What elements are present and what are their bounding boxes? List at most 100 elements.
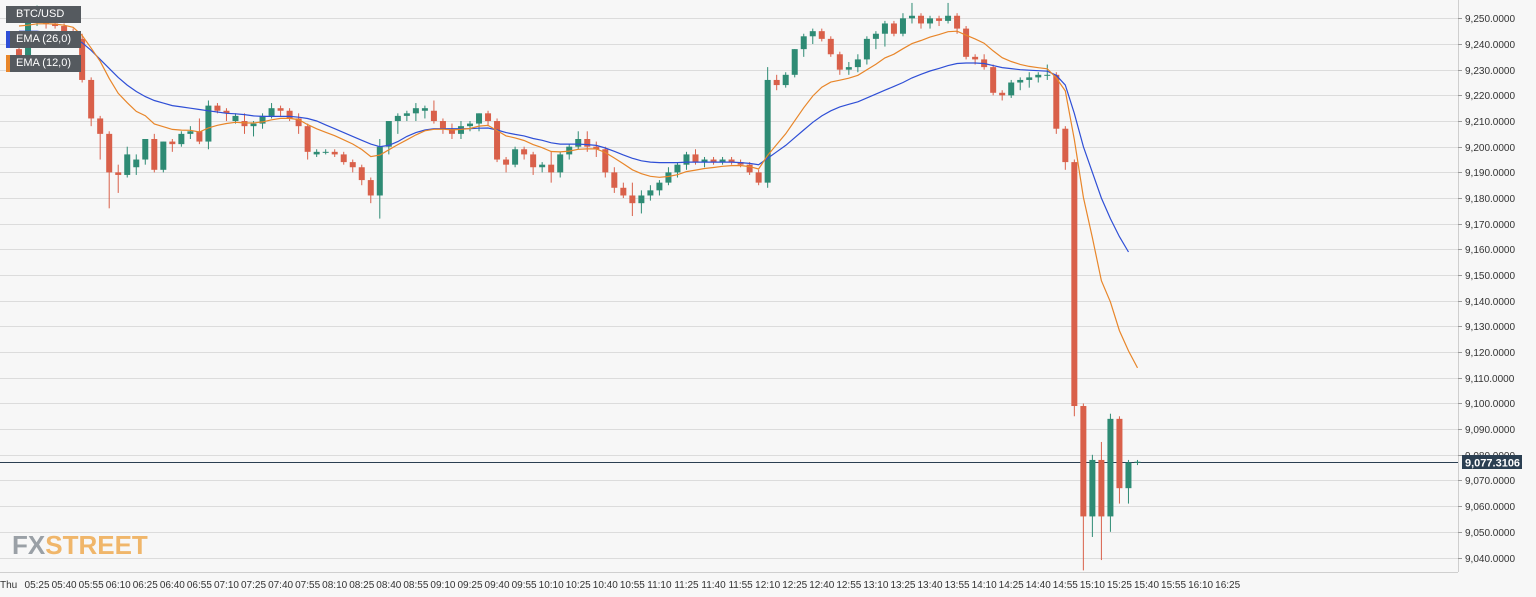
candle-body	[899, 18, 906, 34]
y-tick-label: 9,120.0000	[1465, 348, 1515, 359]
candle-body	[304, 126, 311, 152]
candle-body	[674, 164, 681, 173]
y-tick-label: 9,130.0000	[1465, 322, 1515, 333]
candle-body	[1134, 461, 1141, 463]
candle	[836, 51, 843, 75]
legend-symbol[interactable]: BTC/USD	[6, 6, 81, 23]
candle	[899, 13, 906, 37]
x-tick-label: 08:25	[349, 580, 374, 591]
candle	[629, 182, 636, 217]
candle	[710, 156, 717, 165]
candle	[241, 113, 248, 134]
candle-body	[954, 15, 961, 29]
candle-body	[611, 172, 618, 188]
candle-body	[313, 151, 320, 155]
x-tick-label: 09:55	[512, 580, 537, 591]
candle-body	[385, 121, 392, 147]
legend-ema-slow-label: EMA (26,0)	[16, 33, 72, 45]
candle-body	[503, 159, 510, 165]
candle-body	[88, 79, 95, 119]
candle	[385, 121, 392, 155]
candle	[178, 131, 185, 147]
candle-body	[936, 18, 943, 21]
x-tick-label: 12:25	[782, 580, 807, 591]
candle	[1125, 459, 1132, 504]
candle-body	[1125, 462, 1132, 489]
candle	[945, 2, 952, 24]
price-tag-text: 9,077.3106	[1465, 458, 1520, 470]
candle	[340, 151, 347, 165]
candle	[1062, 126, 1069, 170]
candle	[1044, 64, 1051, 80]
x-tick-label: 10:25	[566, 580, 591, 591]
ema-lines	[18, 23, 1139, 369]
candle-body	[791, 49, 798, 75]
candle	[1008, 79, 1015, 98]
legend-ema-slow[interactable]: EMA (26,0)	[6, 31, 81, 48]
candle	[936, 15, 943, 27]
candle	[999, 90, 1006, 101]
candle	[223, 108, 230, 122]
candle-body	[349, 162, 356, 168]
x-tick-label: 06:55	[187, 580, 212, 591]
candle	[854, 54, 861, 73]
watermark-fx: FX	[12, 530, 46, 560]
x-tick-label: 14:55	[1053, 580, 1078, 591]
candle	[683, 151, 690, 170]
candle-body	[755, 172, 762, 183]
candle	[467, 121, 473, 132]
x-tick-label: 13:25	[890, 580, 915, 591]
x-tick-label: 11:10	[647, 580, 672, 591]
x-tick-label: 16:10	[1188, 580, 1213, 591]
legend-ema-fast[interactable]: EMA (12,0)	[6, 55, 81, 72]
candle	[124, 146, 131, 178]
candle	[322, 149, 329, 155]
grid-lines	[0, 18, 1458, 559]
candle-body	[629, 195, 636, 204]
candle	[376, 138, 383, 219]
x-tick-label: 10:10	[539, 580, 564, 591]
candle-body	[124, 154, 131, 175]
candle	[503, 156, 510, 173]
x-tick-label: 14:40	[1026, 580, 1051, 591]
candle-body	[945, 15, 952, 21]
candle	[421, 105, 428, 119]
candle	[647, 185, 654, 201]
candle-body	[773, 79, 780, 86]
x-tick-label: 05:25	[25, 580, 50, 591]
watermark-street: STREET	[45, 530, 148, 560]
candle-body	[1026, 77, 1033, 80]
candle	[485, 110, 492, 127]
plot-background	[0, 0, 1458, 572]
candle	[963, 26, 970, 60]
legend-symbol-label: BTC/USD	[16, 8, 65, 20]
x-tick-label: 15:10	[1080, 580, 1105, 591]
y-axis-ticks: 9,040.0000 9,050.0000 9,060.0000 9,070.0000…	[1458, 14, 1515, 565]
candle-body	[521, 149, 528, 155]
x-tick-label: 10:40	[593, 580, 618, 591]
candle-body	[1035, 74, 1042, 78]
x-tick-label: 16:25	[1215, 580, 1240, 591]
candle	[187, 126, 194, 139]
candle	[800, 33, 807, 57]
candle-body	[872, 33, 879, 39]
candle-body	[1089, 459, 1096, 517]
x-tick-label: 14:10	[972, 580, 997, 591]
candle-body	[367, 180, 374, 196]
candle	[927, 15, 934, 29]
candle-body	[890, 23, 897, 34]
candle	[88, 77, 95, 127]
y-tick-label: 9,110.0000	[1465, 374, 1515, 385]
candle	[638, 190, 645, 214]
candle	[1098, 441, 1105, 561]
candle-body	[268, 108, 275, 116]
y-tick-label: 9,060.0000	[1465, 502, 1515, 513]
ema-fast-swatch	[6, 55, 10, 72]
x-tick-label: 07:55	[295, 580, 320, 591]
y-tick-label: 9,160.0000	[1465, 245, 1515, 256]
candle-body	[854, 59, 861, 68]
candle	[313, 149, 320, 157]
current-price-tag: 9,077.3106	[1462, 455, 1522, 470]
y-tick-label: 9,100.0000	[1465, 399, 1515, 410]
